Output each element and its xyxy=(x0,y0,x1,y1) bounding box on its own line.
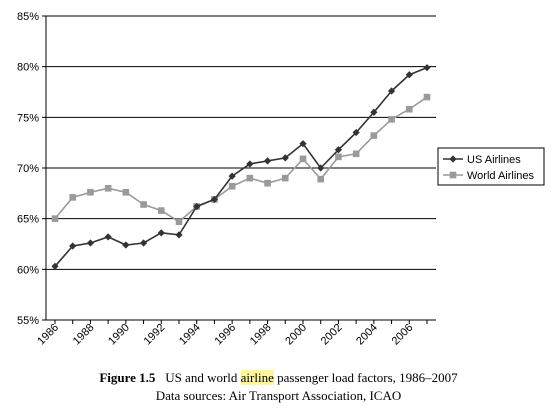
data-point xyxy=(281,154,289,162)
data-point xyxy=(281,174,289,182)
data-point xyxy=(157,207,165,214)
caption-text-end: passenger load factors, 1986–2007 xyxy=(273,370,458,385)
data-point xyxy=(175,218,183,226)
y-tick-label: 75% xyxy=(17,112,39,124)
data-point xyxy=(352,150,360,158)
data-point xyxy=(246,160,254,168)
data-point xyxy=(104,233,112,241)
y-tick-label: 85% xyxy=(17,11,39,23)
data-point xyxy=(210,195,219,204)
x-tick-label: 2002 xyxy=(319,322,345,348)
x-tick-label: 1992 xyxy=(142,322,168,348)
data-point xyxy=(335,153,342,161)
data-point xyxy=(175,231,183,239)
series-us-airlines xyxy=(51,64,431,270)
figure-caption: Figure 1.5 US and world airline passenge… xyxy=(0,370,557,386)
x-tick-label: 1996 xyxy=(212,322,238,348)
legend-label: US Airlines xyxy=(467,154,521,166)
data-point xyxy=(299,155,307,163)
data-point xyxy=(228,172,236,180)
data-point xyxy=(69,194,77,201)
data-point xyxy=(405,71,413,79)
data-point xyxy=(246,174,254,182)
x-tick-label: 2000 xyxy=(283,322,309,348)
data-point xyxy=(423,64,431,72)
data-point xyxy=(317,164,325,172)
data-point xyxy=(139,239,148,247)
data-point xyxy=(122,241,130,249)
caption-highlighted-word: airline xyxy=(240,370,274,385)
series-line xyxy=(54,96,428,223)
axes xyxy=(42,15,436,324)
y-tick-label: 55% xyxy=(17,315,39,327)
data-point xyxy=(352,128,360,137)
data-point xyxy=(387,87,396,95)
legend-label: World Airlines xyxy=(467,170,535,182)
data-point xyxy=(51,215,59,222)
data-point xyxy=(104,184,112,192)
data-point xyxy=(122,189,130,196)
data-point xyxy=(423,93,431,101)
data-point xyxy=(228,182,236,190)
data-point xyxy=(388,116,395,123)
x-tick-label: 1986 xyxy=(35,322,61,348)
caption-text-start: US and world xyxy=(165,370,241,385)
data-point xyxy=(370,132,378,139)
y-tick-labels: 55% 60% 65% 70% 75% 80% 85% xyxy=(17,11,39,327)
gridlines xyxy=(46,15,436,270)
series-line xyxy=(54,66,428,267)
data-point xyxy=(157,229,165,237)
y-tick-label: 60% xyxy=(17,264,39,276)
figure-number: Figure 1.5 xyxy=(99,370,156,385)
x-tick-labels: 1986 1988 1990 1992 1994 1996 1998 2000 2002 2004… xyxy=(35,322,415,348)
x-tick-label: 1998 xyxy=(248,322,274,348)
data-point xyxy=(86,239,95,247)
legend-marker xyxy=(449,155,457,163)
y-tick-label: 70% xyxy=(17,163,39,175)
x-tick-label: 1990 xyxy=(106,322,132,348)
series xyxy=(51,64,431,270)
data-point xyxy=(140,201,147,208)
data-point xyxy=(317,175,325,183)
data-point xyxy=(299,140,307,148)
x-tick-label: 1994 xyxy=(177,322,203,348)
data-point xyxy=(370,108,378,116)
x-tick-label: 2004 xyxy=(354,322,380,348)
data-point xyxy=(51,262,59,270)
data-point xyxy=(405,105,413,113)
data-point xyxy=(87,189,94,196)
data-sources-caption: Data sources: Air Transport Association,… xyxy=(155,388,402,403)
x-tick-label: 2006 xyxy=(390,322,416,348)
x-tick-label: 1988 xyxy=(71,322,97,348)
y-tick-label: 80% xyxy=(17,62,39,74)
line-chart: 55%60%65%70%75%80%85% 1986 1988 1990 1992 19… xyxy=(17,11,545,348)
legend: US Airlines World Airlines xyxy=(437,147,545,186)
data-point xyxy=(193,202,201,211)
legend-box xyxy=(437,147,545,186)
data-point xyxy=(264,179,271,187)
data-point xyxy=(334,146,343,154)
data-point xyxy=(263,157,272,165)
y-tick-label: 65% xyxy=(17,214,39,226)
legend-marker xyxy=(449,171,457,179)
data-point xyxy=(69,242,77,250)
